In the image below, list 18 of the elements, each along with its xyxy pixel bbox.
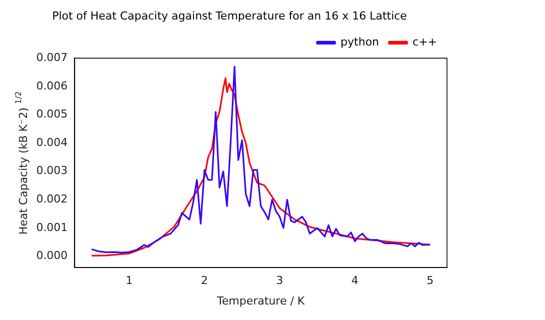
x-tick-label: 5	[426, 274, 434, 288]
y-tick-label: 0.002	[36, 192, 68, 206]
y-tick-label: 0.004	[36, 136, 68, 149]
y-axis-title: Heat Capacity (kB K⁻2) 1/2	[14, 91, 30, 235]
x-tick-label: 2	[200, 274, 208, 288]
y-tick-label: 0.001	[36, 220, 68, 234]
x-tick-label: 1	[126, 274, 133, 288]
x-tick-label: 3	[276, 274, 284, 288]
y-tick-label: 0.003	[36, 164, 68, 178]
y-tick-label: 0.006	[36, 79, 68, 92]
x-tick-label: 4	[351, 274, 358, 288]
legend-label: python	[340, 36, 380, 49]
chart-title: Plot of Heat Capacity against Temperature for an 16 x 16 Lattice	[52, 9, 408, 22]
y-tick-label: 0.005	[36, 108, 68, 121]
y-tick-label: 0.007	[36, 51, 68, 64]
legend-label: c++	[412, 36, 438, 49]
y-tick-label: 0.000	[36, 249, 68, 262]
x-axis-title: Temperature / K	[216, 294, 306, 308]
